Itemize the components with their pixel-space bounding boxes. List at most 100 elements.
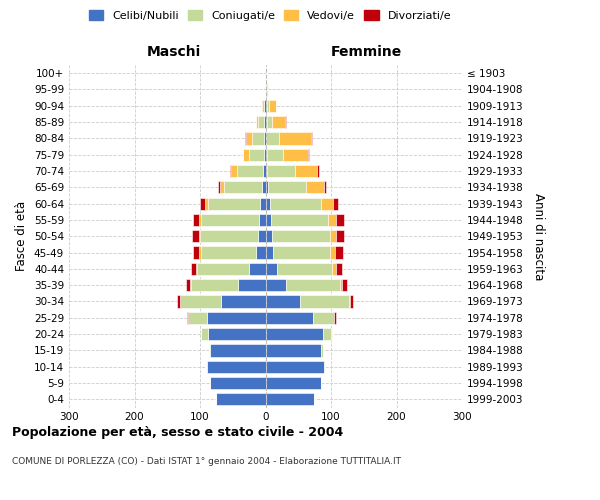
Bar <box>217 393 265 406</box>
Bar <box>236 165 263 177</box>
Bar <box>265 328 323 340</box>
Bar <box>265 279 286 291</box>
Bar <box>190 279 191 291</box>
Bar <box>256 246 265 258</box>
Bar <box>188 312 206 324</box>
Bar <box>211 344 265 356</box>
Bar <box>208 328 265 340</box>
Bar <box>200 198 205 209</box>
Bar <box>265 116 267 128</box>
Bar <box>249 148 263 161</box>
Bar <box>334 312 335 324</box>
Bar <box>232 165 236 177</box>
Bar <box>264 132 265 144</box>
Bar <box>335 246 343 258</box>
Bar <box>193 246 199 258</box>
Bar <box>340 279 342 291</box>
Bar <box>350 296 353 308</box>
Bar <box>265 100 267 112</box>
Bar <box>268 165 295 177</box>
Bar <box>221 296 265 308</box>
Bar <box>265 312 313 324</box>
Bar <box>272 230 329 242</box>
Bar <box>265 132 266 144</box>
Bar <box>265 214 271 226</box>
Text: Popolazione per età, sesso e stato civile - 2004: Popolazione per età, sesso e stato civil… <box>12 426 343 439</box>
Bar <box>267 100 269 112</box>
Bar <box>238 279 265 291</box>
Bar <box>274 246 329 258</box>
Bar <box>206 312 265 324</box>
Bar <box>193 214 199 226</box>
Bar <box>242 148 243 161</box>
Bar <box>283 148 308 161</box>
Bar <box>265 148 267 161</box>
Bar <box>191 263 196 275</box>
Bar <box>264 100 265 112</box>
Bar <box>265 67 266 80</box>
Bar <box>179 296 181 308</box>
Bar <box>263 148 265 161</box>
Bar <box>202 328 208 340</box>
Bar <box>224 181 262 194</box>
Bar <box>306 181 325 194</box>
Bar <box>332 263 335 275</box>
Bar <box>269 100 276 112</box>
Bar <box>187 312 188 324</box>
Bar <box>277 263 332 275</box>
Y-axis label: Fasce di età: Fasce di età <box>16 201 28 272</box>
Bar <box>317 165 319 177</box>
Bar <box>260 198 265 209</box>
Bar <box>253 132 264 144</box>
Bar <box>259 214 265 226</box>
Bar <box>200 246 256 258</box>
Bar <box>285 116 286 128</box>
Bar <box>265 263 277 275</box>
Bar <box>329 246 335 258</box>
Bar <box>196 263 197 275</box>
Bar <box>308 148 310 161</box>
Bar <box>328 214 336 226</box>
Bar <box>270 198 321 209</box>
Bar <box>266 132 279 144</box>
Bar <box>246 132 253 144</box>
Bar <box>336 230 344 242</box>
Bar <box>311 132 312 144</box>
Text: Femmine: Femmine <box>331 44 401 59</box>
Text: COMUNE DI PORLEZZA (CO) - Dati ISTAT 1° gennaio 2004 - Elaborazione TUTTITALIA.I: COMUNE DI PORLEZZA (CO) - Dati ISTAT 1° … <box>12 458 401 466</box>
Bar <box>268 181 306 194</box>
Bar <box>271 214 328 226</box>
Bar <box>336 214 344 226</box>
Bar <box>325 181 326 194</box>
Bar <box>245 132 246 144</box>
Bar <box>267 148 283 161</box>
Bar <box>313 312 334 324</box>
Bar <box>323 328 331 340</box>
Bar <box>321 198 333 209</box>
Bar <box>209 344 211 356</box>
Bar <box>192 230 199 242</box>
Bar <box>243 148 249 161</box>
Bar <box>256 116 258 128</box>
Bar <box>206 360 265 373</box>
Bar <box>186 279 190 291</box>
Bar <box>202 214 259 226</box>
Bar <box>257 230 265 242</box>
Bar <box>263 165 265 177</box>
Bar <box>263 116 265 128</box>
Bar <box>349 296 350 308</box>
Text: Maschi: Maschi <box>147 44 201 59</box>
Bar <box>265 344 321 356</box>
Bar <box>286 279 340 291</box>
Legend: Celibi/Nubili, Coniugati/e, Vedovi/e, Divorziati/e: Celibi/Nubili, Coniugati/e, Vedovi/e, Di… <box>85 6 455 25</box>
Bar <box>267 116 272 128</box>
Bar <box>191 279 238 291</box>
Bar <box>272 116 285 128</box>
Bar <box>279 132 311 144</box>
Bar <box>262 100 264 112</box>
Bar <box>265 230 272 242</box>
Bar <box>321 344 323 356</box>
Bar <box>200 230 257 242</box>
Bar <box>199 246 200 258</box>
Bar <box>261 100 262 112</box>
